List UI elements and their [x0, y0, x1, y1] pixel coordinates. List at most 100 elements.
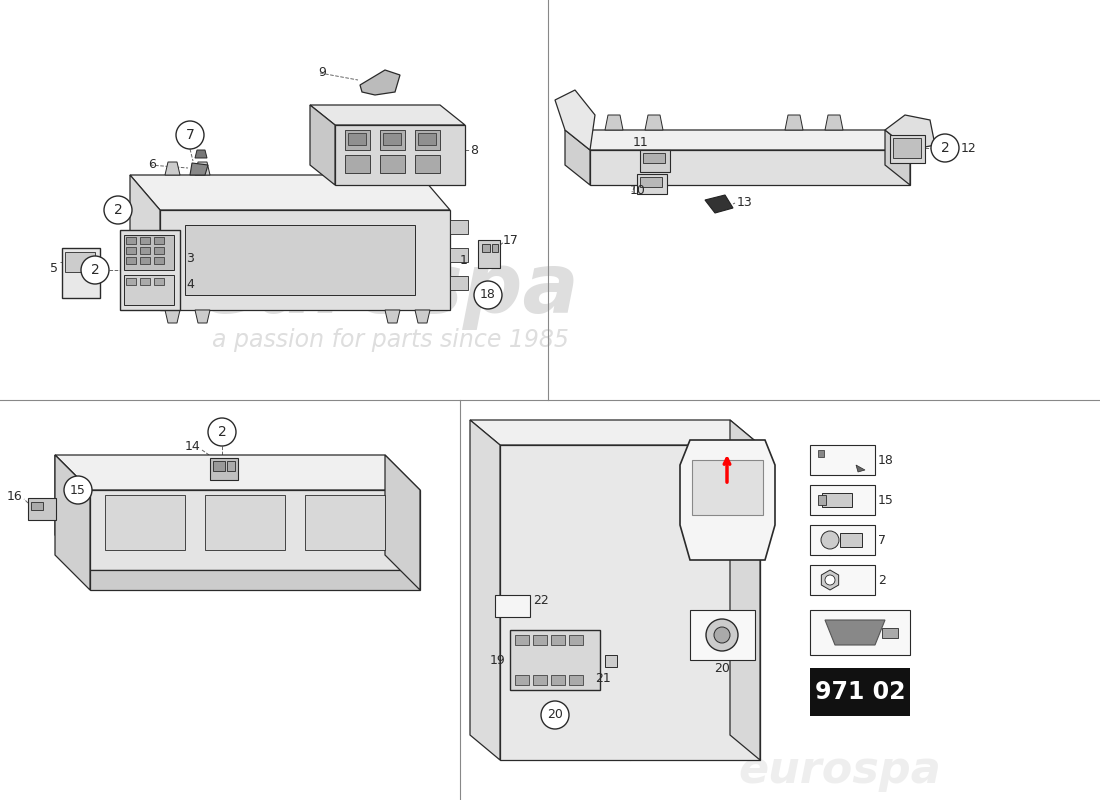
Text: 3: 3	[186, 251, 194, 265]
Bar	[379, 130, 405, 150]
Polygon shape	[822, 570, 838, 590]
Text: eurospa: eurospa	[738, 749, 942, 791]
Text: 11: 11	[632, 135, 649, 149]
Polygon shape	[310, 105, 465, 125]
Bar	[640, 177, 662, 187]
Bar	[227, 461, 235, 471]
Bar	[890, 135, 925, 163]
Polygon shape	[590, 150, 910, 185]
Polygon shape	[856, 465, 865, 472]
Text: a passion for parts since 1985: a passion for parts since 1985	[211, 328, 569, 352]
Text: 12: 12	[961, 142, 977, 154]
Bar	[495, 595, 530, 617]
Polygon shape	[886, 115, 935, 150]
Bar	[534, 635, 547, 645]
Bar	[690, 610, 755, 660]
Polygon shape	[605, 115, 623, 130]
Bar	[126, 237, 136, 244]
Text: 14: 14	[185, 441, 200, 454]
Bar	[205, 495, 285, 550]
Bar	[185, 225, 415, 295]
Bar	[551, 675, 565, 685]
Bar	[154, 247, 164, 254]
Bar	[551, 635, 565, 645]
Bar	[822, 493, 853, 507]
Bar	[62, 248, 100, 298]
Bar	[692, 460, 763, 515]
Bar	[126, 247, 136, 254]
Bar	[482, 244, 490, 252]
Polygon shape	[385, 162, 400, 175]
Bar	[140, 247, 150, 254]
Text: 13: 13	[737, 195, 752, 209]
Polygon shape	[470, 420, 760, 445]
Bar	[510, 630, 600, 690]
Bar	[515, 675, 529, 685]
Bar	[810, 525, 875, 555]
Bar	[569, 635, 583, 645]
Bar	[126, 257, 136, 264]
Bar	[893, 138, 921, 158]
Bar	[305, 495, 385, 550]
Text: 8: 8	[470, 143, 478, 157]
Bar	[140, 257, 150, 264]
Polygon shape	[195, 150, 207, 158]
Bar	[569, 675, 583, 685]
Polygon shape	[195, 162, 210, 175]
Bar	[124, 235, 174, 270]
Text: 15: 15	[70, 483, 86, 497]
Text: 16: 16	[7, 490, 22, 503]
Bar	[154, 237, 164, 244]
Polygon shape	[565, 130, 910, 150]
Bar	[478, 240, 500, 268]
Polygon shape	[818, 450, 824, 457]
Polygon shape	[130, 175, 159, 310]
Bar	[515, 635, 529, 645]
Polygon shape	[825, 115, 843, 130]
Polygon shape	[565, 130, 590, 185]
Text: 18: 18	[480, 289, 496, 302]
Polygon shape	[55, 455, 90, 590]
Polygon shape	[500, 445, 760, 760]
Polygon shape	[190, 163, 208, 175]
Text: 21: 21	[595, 671, 610, 685]
Circle shape	[474, 281, 502, 309]
Bar	[818, 495, 826, 505]
Bar	[492, 244, 498, 252]
Circle shape	[541, 701, 569, 729]
Bar	[140, 237, 150, 244]
Polygon shape	[415, 310, 430, 323]
Circle shape	[825, 575, 835, 585]
Circle shape	[64, 476, 92, 504]
Polygon shape	[645, 115, 663, 130]
Bar	[418, 133, 436, 145]
Text: 2: 2	[878, 574, 886, 586]
Polygon shape	[680, 440, 775, 560]
Text: 4: 4	[186, 278, 194, 291]
Bar	[126, 278, 136, 285]
Text: 18: 18	[878, 454, 894, 466]
Circle shape	[821, 531, 839, 549]
Polygon shape	[360, 70, 400, 95]
Text: 7: 7	[878, 534, 886, 546]
Text: 2: 2	[90, 263, 99, 277]
Text: 2: 2	[113, 203, 122, 217]
Text: 15: 15	[878, 494, 894, 506]
Bar	[840, 533, 862, 547]
Text: 20: 20	[714, 662, 730, 674]
Circle shape	[176, 121, 204, 149]
Bar	[120, 230, 180, 310]
Polygon shape	[55, 455, 90, 570]
Circle shape	[714, 627, 730, 643]
Text: 2: 2	[218, 425, 227, 439]
Bar	[210, 458, 238, 480]
Bar	[810, 565, 875, 595]
Bar	[415, 130, 440, 150]
Bar	[450, 220, 468, 234]
Text: 7: 7	[186, 128, 195, 142]
Bar	[810, 485, 875, 515]
Bar	[383, 133, 402, 145]
Text: 17: 17	[503, 234, 519, 246]
Bar	[154, 278, 164, 285]
Text: 1: 1	[460, 254, 467, 266]
